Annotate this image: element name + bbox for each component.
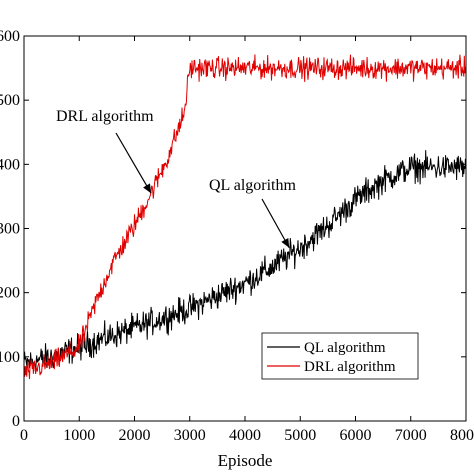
y-tick-label: 100 [0,349,20,366]
annotation-label: QL algorithm [209,177,297,194]
annotation-arrowhead [281,237,290,248]
x-tick-label: 4000 [229,427,261,444]
y-tick-label: 300 [0,221,20,238]
x-axis-title: Episode [218,451,273,470]
legend-box [261,332,419,380]
annotation-arrow [261,198,290,249]
y-tick-label: 0 [12,413,20,430]
x-tick-label: 0 [20,427,28,444]
annotation-label: DRL algorithm [56,108,154,125]
annotation-arrow [115,132,152,194]
x-tick-label: 3000 [174,427,206,444]
x-tick-label: 5000 [284,427,316,444]
plot-lines [24,54,466,380]
x-tick-label: 6000 [340,427,372,444]
y-tick-label: 600 [0,28,20,45]
annotation-arrowhead [143,183,152,194]
x-tick-label: 2000 [119,427,151,444]
y-tick-label: 500 [0,92,20,109]
x-tick-label: 1000 [63,427,95,444]
series-line-ql-algorithm [24,150,466,374]
legend-label: DRL algorithm [304,359,396,375]
x-tick-label: 7000 [395,427,427,444]
legend: QL algorithm DRL algorithm [261,332,419,380]
y-tick-label: 400 [0,156,20,173]
legend-label: QL algorithm [304,340,386,356]
annotations: DRL algorithm QL algorithm [56,108,297,249]
y-tick-label: 200 [0,285,20,302]
series-line-drl-algorithm [24,54,466,380]
